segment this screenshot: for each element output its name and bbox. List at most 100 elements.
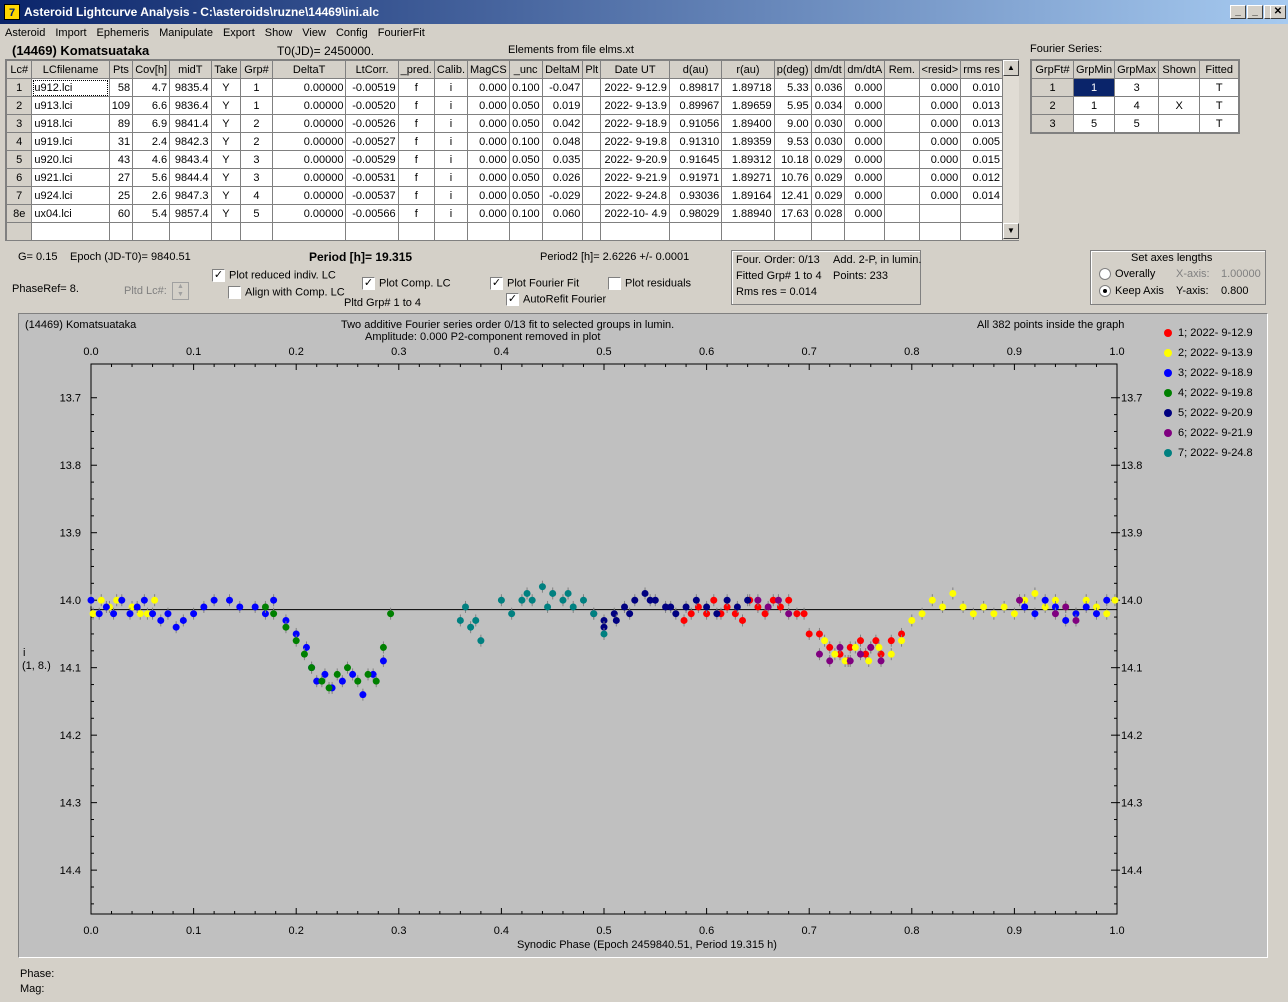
table-cell[interactable]: i (433, 204, 469, 223)
row-header[interactable]: 2 (6, 96, 33, 115)
table-cell[interactable]: 9841.4 (169, 114, 212, 133)
table-cell[interactable]: 4 (240, 186, 273, 205)
table-cell[interactable]: 0.019 (541, 96, 584, 115)
table-cell[interactable] (884, 96, 920, 115)
table-cell[interactable]: 0.050 (508, 168, 543, 187)
table-cell[interactable]: 31 (108, 132, 134, 151)
table-cell[interactable]: 6.9 (132, 114, 171, 133)
table-cell[interactable] (600, 222, 670, 240)
table-cell[interactable] (884, 114, 920, 133)
table-cell[interactable]: 0.00000 (271, 132, 347, 151)
table-cell[interactable] (582, 204, 602, 223)
column-header[interactable]: Cov[h] (132, 60, 171, 79)
table-cell[interactable]: 1.89718 (721, 78, 775, 97)
table-cell[interactable]: 5.6 (132, 168, 171, 187)
table-cell[interactable]: 0.000 (918, 132, 962, 151)
table-cell[interactable]: 60 (108, 204, 134, 223)
scroll-up-icon[interactable]: ▲ (1003, 60, 1019, 76)
table-cell[interactable]: u920.lci (31, 150, 110, 169)
plot-fourier-checkbox[interactable]: ✓ Plot Fourier Fit (490, 277, 579, 290)
table-cell[interactable] (240, 222, 273, 240)
table-cell[interactable] (884, 186, 920, 205)
table-cell[interactable]: -0.00537 (345, 186, 399, 205)
table-cell[interactable]: 0.015 (960, 150, 1003, 169)
table-cell[interactable] (582, 186, 602, 205)
table-cell[interactable]: Y (210, 78, 242, 97)
table-cell[interactable]: 2022- 9-24.8 (600, 186, 670, 205)
table-cell[interactable]: 0.000 (844, 204, 886, 223)
table-cell[interactable]: 2022- 9-18.9 (600, 114, 670, 133)
column-header[interactable]: Take (210, 60, 242, 79)
row-header[interactable]: 3 (6, 114, 33, 133)
keep-axis-radio[interactable]: Keep Axis (1099, 285, 1164, 298)
table-cell[interactable]: 2 (240, 114, 273, 133)
table-cell[interactable] (884, 132, 920, 151)
table-cell[interactable] (345, 222, 399, 240)
fs-row-header[interactable]: 2 (1031, 96, 1074, 115)
table-cell[interactable] (467, 222, 510, 240)
table-cell[interactable]: 0.028 (810, 204, 846, 223)
menu-ephemeris[interactable]: Ephemeris (96, 27, 150, 39)
table-cell[interactable]: 43 (108, 150, 134, 169)
table-cell[interactable]: u918.lci (31, 114, 110, 133)
table-cell[interactable]: 9857.4 (169, 204, 212, 223)
table-cell[interactable]: 0.026 (541, 168, 584, 187)
table-row[interactable]: 7 u924.lci 25 2.6 9847.3 Y 4 0.00000 -0.00537 f i 0… (6, 186, 1003, 205)
table-cell[interactable]: 0.000 (918, 168, 962, 187)
table-cell[interactable]: 9842.3 (169, 132, 212, 151)
table-cell[interactable] (132, 222, 171, 240)
table-row-empty[interactable] (6, 222, 1003, 240)
table-row[interactable]: 4 u919.lci 31 2.4 9842.3 Y 2 0.00000 -0.00527 f i 0… (6, 132, 1003, 151)
fs-table-cell[interactable]: T (1199, 114, 1240, 133)
fs-table-cell[interactable]: T (1199, 96, 1240, 115)
column-header[interactable]: Grp# (240, 60, 273, 79)
plot-residuals-checkbox[interactable]: Plot residuals (608, 277, 691, 290)
table-cell[interactable]: f (397, 150, 435, 169)
column-header[interactable]: Date UT (600, 60, 670, 79)
table-cell[interactable] (884, 168, 920, 187)
table-cell[interactable]: 0.000 (844, 150, 886, 169)
table-row[interactable]: 5 u920.lci 43 4.6 9843.4 Y 3 0.00000 -0.00529 f i 0… (6, 150, 1003, 169)
table-cell[interactable]: -0.00566 (345, 204, 399, 223)
table-cell[interactable]: 2022- 9-20.9 (600, 150, 670, 169)
table-cell[interactable]: 17.63 (773, 204, 812, 223)
table-cell[interactable]: 27 (108, 168, 134, 187)
table-cell[interactable]: 0.000 (467, 96, 510, 115)
table-cell[interactable]: ux04.lci (31, 204, 110, 223)
table-cell[interactable]: 0.89817 (668, 78, 723, 97)
table-cell[interactable] (582, 150, 602, 169)
table-cell[interactable] (210, 222, 242, 240)
column-header[interactable]: Plt (582, 60, 602, 79)
row-header[interactable]: 8e (6, 204, 33, 223)
table-cell[interactable]: 10.18 (773, 150, 812, 169)
table-cell[interactable]: i (433, 132, 469, 151)
table-cell[interactable]: 9844.4 (169, 168, 212, 187)
xaxis-value[interactable]: 1.00000 (1221, 268, 1261, 280)
table-cell[interactable] (884, 222, 920, 240)
table-cell[interactable] (582, 132, 602, 151)
table-row[interactable]: 1 u912.lci 58 4.7 9835.4 Y 1 0.00000 -0.00519 f i 0… (6, 78, 1003, 97)
fs-table-cell[interactable]: 1 (1072, 78, 1116, 97)
table-cell[interactable]: 0.050 (508, 186, 543, 205)
table-cell[interactable]: 0.000 (467, 132, 510, 151)
table-cell[interactable]: 0.100 (508, 132, 543, 151)
table-cell[interactable] (582, 114, 602, 133)
table-cell[interactable]: 0.042 (541, 114, 584, 133)
table-cell[interactable] (271, 222, 347, 240)
table-cell[interactable]: 1.89659 (721, 96, 775, 115)
table-cell[interactable]: i (433, 186, 469, 205)
table-row[interactable]: 2 u913.lci 109 6.6 9836.4 Y 1 0.00000 -0.00520 f i… (6, 96, 1003, 115)
table-row[interactable]: 3 u918.lci 89 6.9 9841.4 Y 2 0.00000 -0.00526 f i 0… (6, 114, 1003, 133)
table-cell[interactable]: 0.100 (508, 204, 543, 223)
table-cell[interactable] (31, 222, 110, 240)
table-cell[interactable]: i (433, 168, 469, 187)
table-cell[interactable] (582, 96, 602, 115)
table-cell[interactable]: i (433, 96, 469, 115)
table-cell[interactable]: 6.6 (132, 96, 171, 115)
table-cell[interactable]: 0.91645 (668, 150, 723, 169)
table-cell[interactable]: 0.00000 (271, 168, 347, 187)
table-cell[interactable]: 1.89271 (721, 168, 775, 187)
table-cell[interactable] (884, 150, 920, 169)
column-header[interactable]: p(deg) (773, 60, 812, 79)
